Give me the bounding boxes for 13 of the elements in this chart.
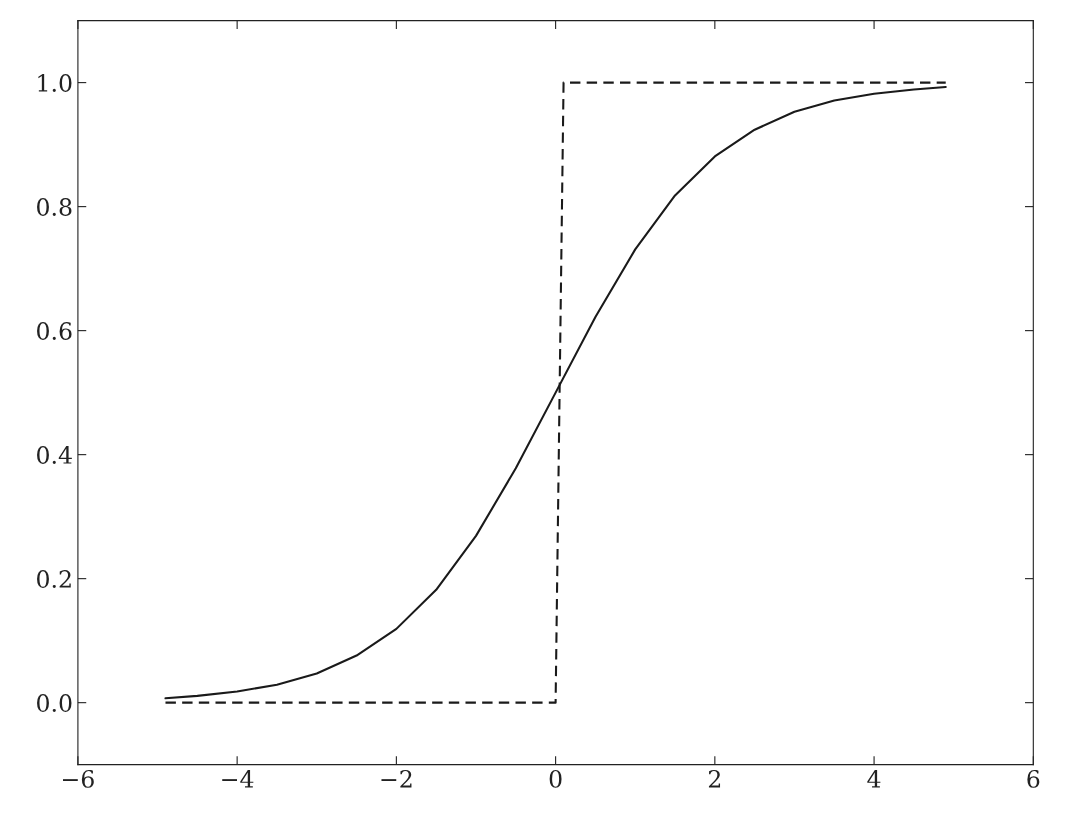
y-tick-label: 1.0 — [38, 74, 72, 92]
y-tick-label: 0.0 — [37, 694, 72, 712]
x-tick-label: 0 — [549, 769, 562, 788]
x-tick-label: 6 — [1027, 769, 1040, 788]
x-tick-label: −4 — [222, 769, 254, 788]
y-tick-label: 0.2 — [37, 570, 71, 588]
y-tick-label: 0.6 — [37, 322, 72, 340]
y-tick-label: 0.8 — [37, 198, 72, 216]
x-tick-label: 2 — [708, 769, 721, 788]
x-tick-label: −2 — [381, 769, 412, 788]
y-tick-label: 0.4 — [37, 446, 72, 464]
x-tick-label: −6 — [63, 769, 94, 788]
x-tick-label: 4 — [867, 769, 881, 788]
